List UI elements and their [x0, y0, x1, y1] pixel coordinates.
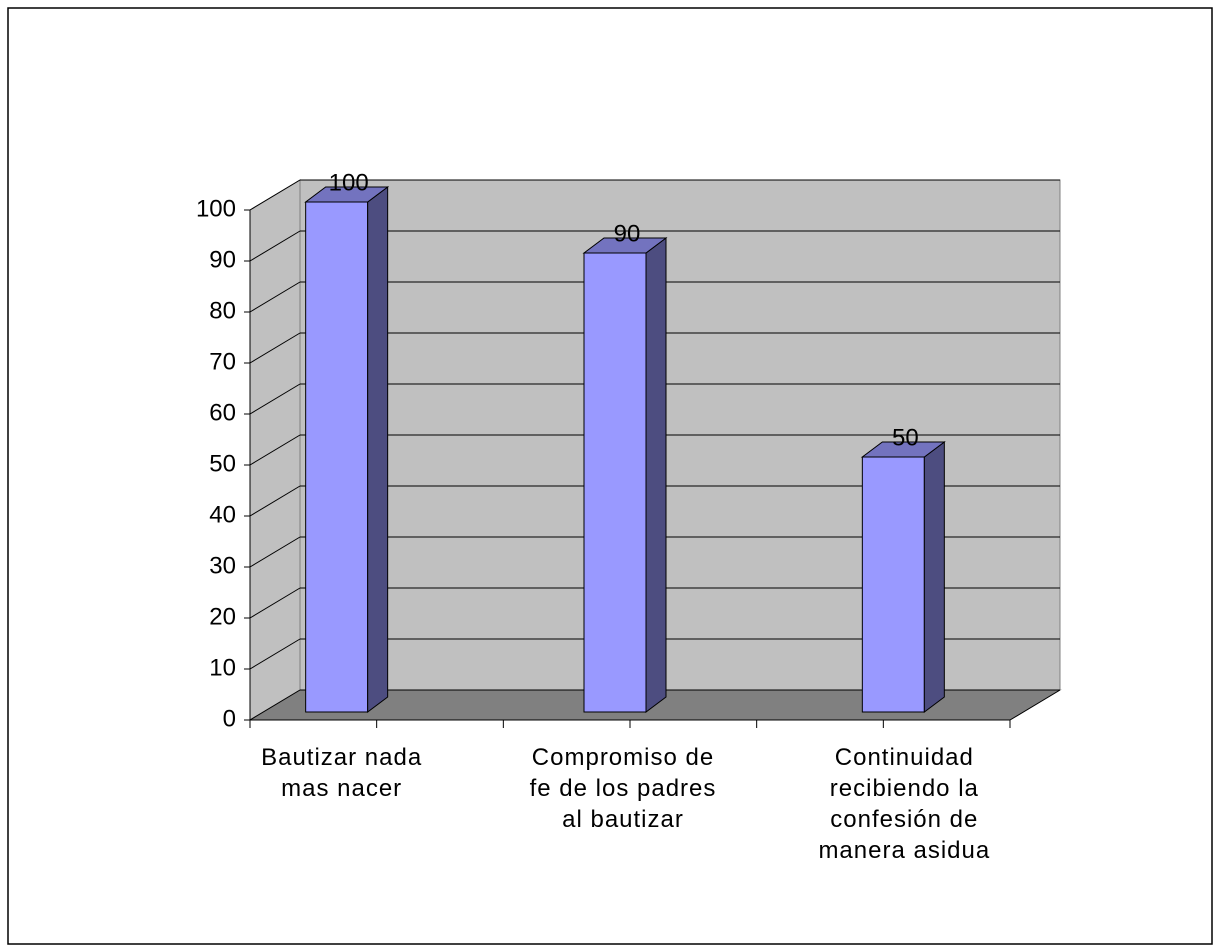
- y-tick-label: 50: [209, 450, 236, 477]
- y-tick-label: 0: [223, 705, 236, 732]
- x-tick-label: Compromiso de fe de los padres al bautiz…: [529, 744, 717, 833]
- bar-side: [645, 237, 667, 713]
- y-tick-label: 20: [209, 603, 236, 630]
- grid-line: [249, 587, 301, 619]
- bar: [305, 201, 369, 713]
- grid-line: [249, 332, 301, 364]
- bar-top: [860, 441, 946, 458]
- grid-line: [249, 179, 301, 211]
- y-tick-label: 10: [209, 654, 236, 681]
- bar-side: [367, 186, 389, 713]
- bar-top: [304, 186, 390, 203]
- y-tick-label: 100: [196, 195, 236, 222]
- floor-edge: [1009, 689, 1061, 721]
- grid-line: [249, 230, 301, 262]
- bar-top: [582, 237, 668, 254]
- bar-side: [923, 441, 945, 713]
- y-tick-label: 40: [209, 501, 236, 528]
- grid-line: [249, 638, 301, 670]
- grid-line: [249, 434, 301, 466]
- data-label: 100: [329, 169, 369, 196]
- grid-line: [249, 485, 301, 517]
- grid-line: [249, 536, 301, 568]
- data-label: 50: [892, 424, 919, 451]
- x-tick-label: Continuidad recibiendo la confesión de m…: [818, 744, 991, 864]
- y-tick-label: 80: [209, 297, 236, 324]
- x-tick-label: Bautizar nada mas nacer: [261, 744, 423, 802]
- y-tick-label: 30: [209, 552, 236, 579]
- bar: [861, 456, 925, 713]
- y-tick-label: 60: [209, 399, 236, 426]
- data-label: 90: [614, 220, 641, 247]
- y-tick-label: 90: [209, 246, 236, 273]
- grid-line: [249, 281, 301, 313]
- grid-line: [249, 383, 301, 415]
- grid-line: [249, 689, 301, 721]
- y-tick-label: 70: [209, 348, 236, 375]
- bar: [583, 252, 647, 713]
